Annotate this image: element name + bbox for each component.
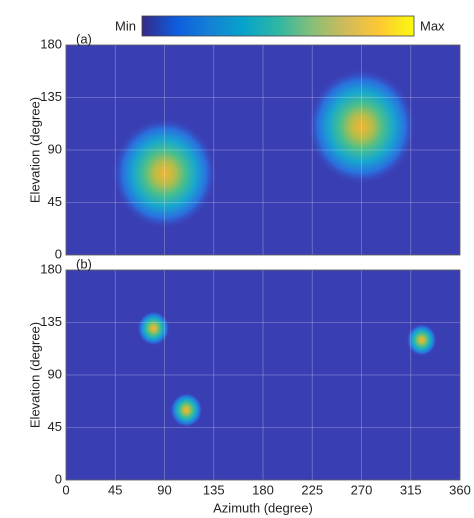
plot-area: [66, 45, 460, 255]
y-tick-label: 135: [40, 89, 62, 104]
heatmap-background: [66, 270, 460, 480]
y-tick-label: 0: [55, 471, 62, 486]
heat-peak: [306, 68, 417, 185]
y-tick-label: 45: [48, 419, 62, 434]
y-tick-label: 180: [40, 261, 62, 276]
y-tick-label: 45: [48, 194, 62, 209]
x-tick-label: 0: [62, 482, 69, 497]
plot-frame: [65, 44, 461, 256]
colorbar-max-label: Max: [420, 18, 445, 33]
x-tick-label: 135: [203, 482, 225, 497]
x-tick-label: 90: [157, 482, 171, 497]
x-axis-label: Azimuth (degree): [213, 500, 313, 515]
x-tick-label: 270: [351, 482, 373, 497]
heat-peak: [137, 310, 170, 346]
x-tick-label: 180: [252, 482, 274, 497]
panel-label: (b): [76, 256, 92, 271]
x-tick-label: 225: [301, 482, 323, 497]
x-tick-label: 360: [449, 482, 471, 497]
panel-label: (a): [76, 31, 92, 46]
y-tick-label: 180: [40, 36, 62, 51]
y-axis-label: Elevation (degree): [27, 322, 42, 428]
colorbar: [141, 15, 415, 37]
heat-peak: [111, 117, 218, 230]
x-tick-label: 315: [400, 482, 422, 497]
heat-peak: [406, 323, 438, 357]
y-axis-label: Elevation (degree): [27, 97, 42, 203]
y-tick-label: 90: [48, 366, 62, 381]
y-tick-label: 0: [55, 246, 62, 261]
colorbar-min-label: Min: [115, 18, 136, 33]
y-tick-label: 135: [40, 314, 62, 329]
plot-area: [66, 270, 460, 480]
y-tick-label: 90: [48, 141, 62, 156]
x-tick-label: 45: [108, 482, 122, 497]
heat-peak: [169, 392, 203, 428]
plot-frame: [65, 269, 461, 481]
